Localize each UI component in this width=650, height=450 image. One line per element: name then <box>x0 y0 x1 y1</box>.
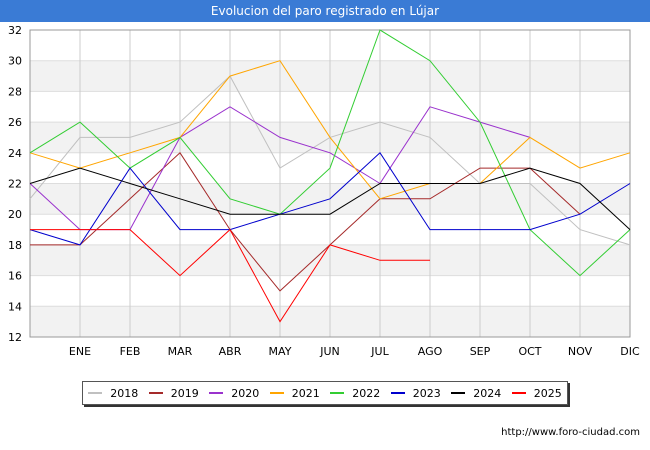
legend-swatch <box>390 392 405 394</box>
x-tick-label: AGO <box>418 345 443 358</box>
series-lines <box>29 29 631 323</box>
legend-item-2020: 2020 <box>209 387 259 400</box>
series-line-2024 <box>29 167 631 230</box>
legend-swatch <box>330 392 345 394</box>
x-tick-label: FEB <box>120 345 141 358</box>
legend-label: 2019 <box>170 386 199 400</box>
legend-label: 2025 <box>533 386 562 400</box>
x-tick-label: MAR <box>168 345 193 358</box>
x-tick-label: NOV <box>568 345 593 358</box>
legend-swatch <box>148 392 163 394</box>
y-tick-label: 16 <box>8 270 22 283</box>
x-tick-label: ENE <box>69 345 91 358</box>
y-tick-label: 28 <box>8 85 22 98</box>
legend-item-2024: 2024 <box>451 387 501 400</box>
y-tick-label: 18 <box>8 239 22 252</box>
legend-item-2023: 2023 <box>390 386 441 400</box>
y-tick-label: 24 <box>8 147 22 160</box>
legend-label: 2020 <box>231 386 260 400</box>
legend-item-2019: 2019 <box>148 386 199 400</box>
legend-item-2025: 2025 <box>511 386 562 400</box>
line-chart: 12 14 16 18 20 22 24 26 28 30 32 ENE FEB MAR ABR MAY JU… <box>8 24 640 358</box>
x-axis-labels: ENE FEB MAR ABR MAY JUN JUL AGO SEP OCT NOV DIC <box>69 345 640 358</box>
x-tick-label: ABR <box>219 345 242 358</box>
legend-swatch <box>451 392 466 394</box>
series-line-2023 <box>29 152 631 246</box>
x-tick-label: JUL <box>370 345 389 358</box>
legend-item-2022: 2022 <box>330 387 380 400</box>
legend-swatch <box>511 392 526 394</box>
legend: 2018 2019 2020 2021 2022 2023 2024 2025 <box>82 381 568 405</box>
x-tick-label: OCT <box>518 345 541 358</box>
legend-item-2021: 2021 <box>269 386 320 400</box>
series-line-2025 <box>30 228 430 323</box>
series-line-2019 <box>30 152 581 292</box>
x-tick-label: JUN <box>319 345 340 358</box>
chart-title: Evolucion del paro registrado en Lújar <box>0 0 650 22</box>
y-tick-label: 26 <box>8 116 22 129</box>
y-tick-label: 22 <box>8 178 22 191</box>
y-tick-label: 14 <box>8 300 22 313</box>
source-url: http://www.foro-ciudad.com <box>501 427 640 438</box>
y-tick-label: 20 <box>8 208 22 221</box>
y-tick-label: 12 <box>8 331 22 344</box>
legend-label: 2018 <box>110 386 139 400</box>
legend-label: 2023 <box>412 386 441 400</box>
legend-swatch <box>88 392 103 394</box>
series-line-2021 <box>29 60 631 200</box>
legend-label: 2021 <box>291 386 320 400</box>
legend-label: 2024 <box>473 386 502 400</box>
y-axis-labels: 12 14 16 18 20 22 24 26 28 30 32 <box>8 24 22 344</box>
y-tick-label: 32 <box>8 24 22 37</box>
legend-item-2018: 2018 <box>88 387 138 400</box>
legend-swatch <box>209 392 224 394</box>
x-tick-label: DIC <box>620 345 640 358</box>
x-tick-label: MAY <box>269 345 292 358</box>
y-tick-label: 30 <box>8 55 22 68</box>
legend-label: 2022 <box>352 386 381 400</box>
x-tick-label: SEP <box>470 345 491 358</box>
legend-swatch <box>269 392 284 394</box>
